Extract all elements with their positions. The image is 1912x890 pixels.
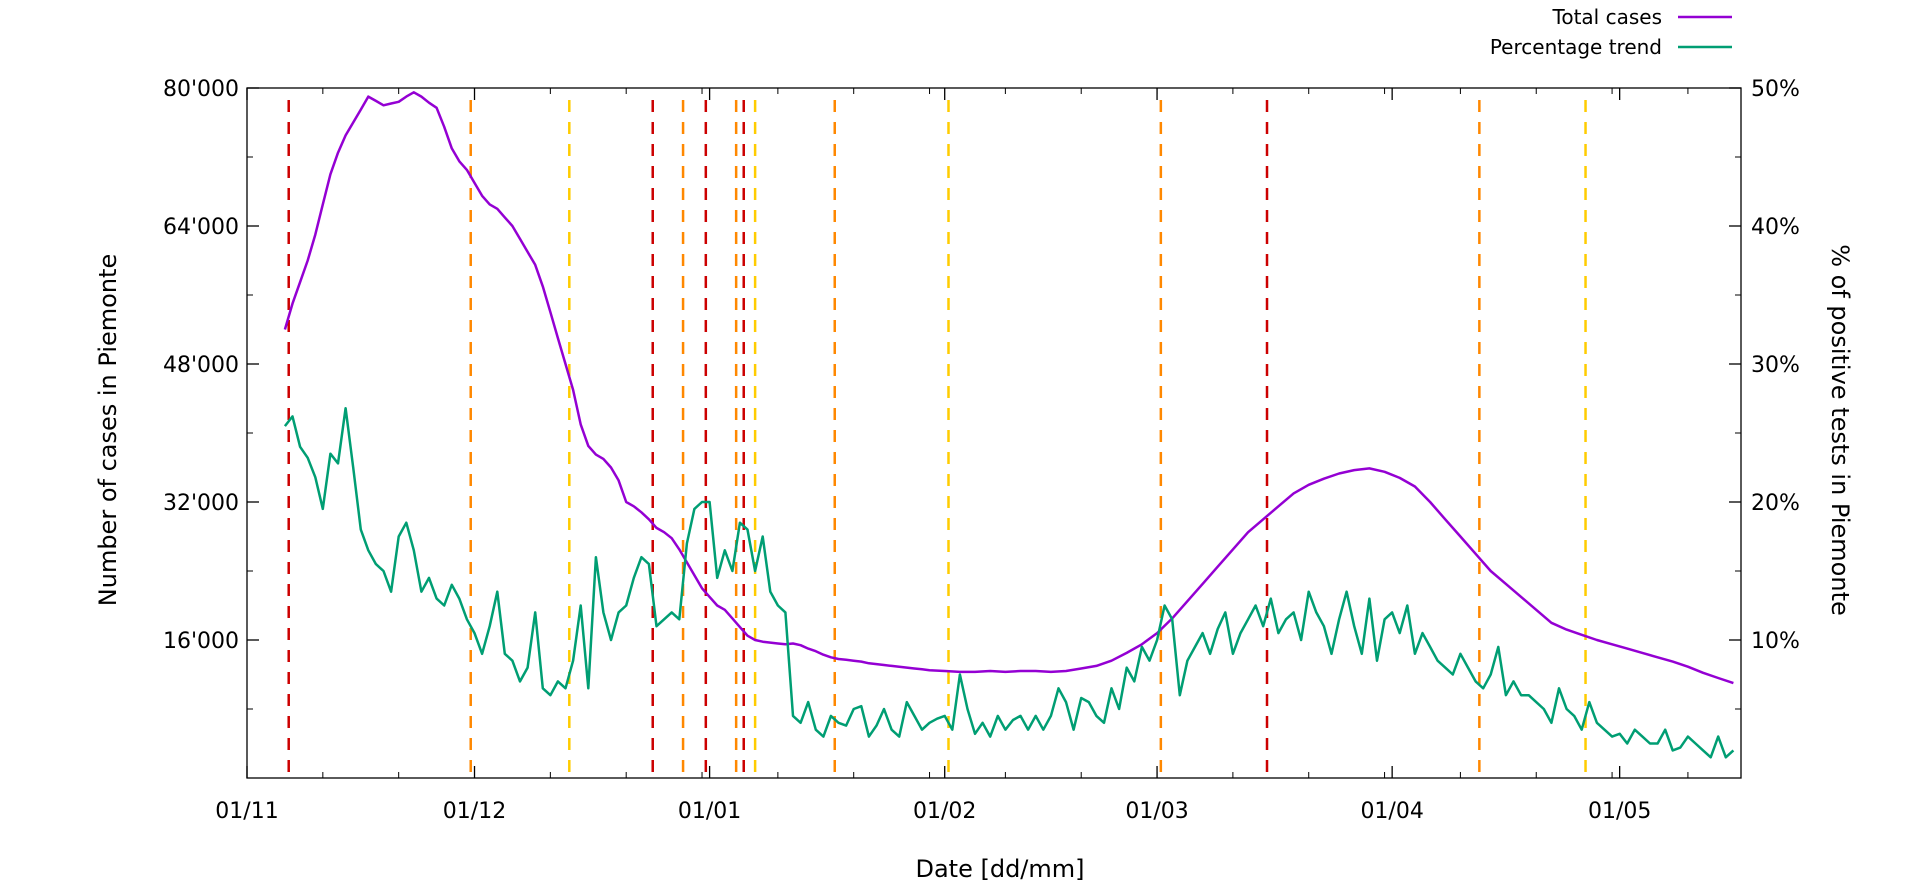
x-tick-label: 01/12: [443, 799, 506, 824]
x-tick-label: 01/02: [913, 799, 976, 824]
y2-tick-label: 40%: [1751, 215, 1800, 240]
legend-label-total-cases: Total cases: [1552, 5, 1662, 29]
series-line-percentage-trend: [283, 406, 1735, 759]
y-tick-label: 16'000: [163, 629, 239, 654]
event-lines: [287, 100, 1587, 778]
x-tick-label: 01/03: [1125, 799, 1188, 824]
tick-labels: 01/11 01/12 01/01 01/02 01/03 01/04 01/05 16'00…: [163, 77, 1800, 824]
x-tick-label: 01/05: [1588, 799, 1651, 824]
x-tick-label: 01/11: [215, 799, 278, 824]
legend: Total cases Percentage trend: [1490, 5, 1732, 59]
y-tick-label: 64'000: [163, 215, 239, 240]
y-tick-label: 48'000: [163, 353, 239, 378]
y2-tick-label: 20%: [1751, 491, 1800, 516]
y2-tick-label: 30%: [1751, 353, 1800, 378]
y-tick-label: 80'000: [163, 77, 239, 102]
x-tick-label: 01/01: [678, 799, 741, 824]
series-line-total-cases: [283, 91, 1734, 685]
y-tick-label: 32'000: [163, 491, 239, 516]
y2-tick-label: 10%: [1751, 629, 1800, 654]
axes: [246, 87, 1742, 779]
legend-label-percentage-trend: Percentage trend: [1490, 35, 1662, 59]
y-axis-title: Number of cases in Piemonte: [94, 254, 122, 606]
y2-axis-title: % of positive tests in Piemonte: [1826, 244, 1854, 616]
y2-tick-label: 50%: [1751, 77, 1800, 102]
x-axis-title: Date [dd/mm]: [915, 855, 1084, 883]
series-lines: [283, 91, 1735, 759]
x-tick-label: 01/04: [1360, 799, 1423, 824]
